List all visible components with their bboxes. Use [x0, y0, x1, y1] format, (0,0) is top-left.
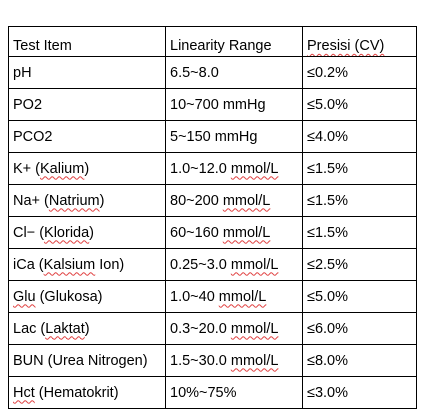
table-row: Na+ (Natrium) 80~200 mmol/L ≤1.5%: [8, 184, 417, 217]
range-value: 10~700 mmHg: [170, 96, 266, 113]
test-item-prefix: K+ (: [13, 160, 40, 177]
cell-test-item: PCO2: [8, 120, 166, 153]
test-item-term: Laktat: [45, 320, 85, 337]
cell-precision: ≤1.5%: [302, 184, 417, 217]
cell-linearity-range: 10%~75%: [165, 376, 303, 409]
test-item-prefix: iCa (: [13, 256, 44, 273]
cell-linearity-range: 0.3~20.0 mmol/L: [165, 312, 303, 345]
test-item-prefix: Cl− (: [13, 224, 45, 241]
cell-linearity-range: 10~700 mmHg: [165, 88, 303, 121]
table-row: Glu (Glukosa) 1.0~40 mmol/L ≤5.0%: [8, 280, 417, 313]
header-precision-text: Presisi (CV): [307, 38, 385, 54]
range-unit: mmol/L: [222, 224, 271, 241]
range-unit: mmol/L: [218, 288, 267, 305]
table-row: pH 6.5~8.0 ≤0.2%: [8, 56, 417, 89]
cell-test-item: iCa (Kalsium Ion): [8, 248, 166, 281]
range-value: 1.0~12.0: [170, 160, 231, 177]
range-unit: mmol/L: [230, 352, 279, 369]
cell-test-item: Lac (Laktat): [8, 312, 166, 345]
test-item-prefix: BUN (Urea Nitrogen): [13, 352, 148, 369]
cell-precision: ≤8.0%: [302, 344, 417, 377]
range-value: 10%~75%: [170, 384, 237, 401]
test-item-prefix: PCO2: [13, 128, 53, 145]
range-value: 0.25~3.0: [170, 256, 231, 273]
cell-linearity-range: 1.5~30.0 mmol/L: [165, 344, 303, 377]
range-value: 60~160: [170, 224, 223, 241]
table-row: Cl− (Klorida) 60~160 mmol/L ≤1.5%: [8, 216, 417, 249]
test-item-suffix: ): [84, 320, 90, 337]
specification-table: Test Item Linearity Range Presisi (CV) p…: [8, 26, 417, 409]
cell-test-item: pH: [8, 56, 166, 89]
test-item-term: Glu: [13, 288, 36, 305]
cell-linearity-range: 0.25~3.0 mmol/L: [165, 248, 303, 281]
cell-test-item: Cl− (Klorida): [8, 216, 166, 249]
cell-precision: ≤5.0%: [302, 88, 417, 121]
test-item-suffix: (Glukosa): [35, 288, 103, 305]
cell-test-item: Glu (Glukosa): [8, 280, 166, 313]
cell-precision: ≤3.0%: [302, 376, 417, 409]
cell-test-item: K+ (Kalium): [8, 152, 166, 185]
cell-precision: ≤4.0%: [302, 120, 417, 153]
cell-test-item: BUN (Urea Nitrogen): [8, 344, 166, 377]
table-header-row: Test Item Linearity Range Presisi (CV): [8, 26, 417, 57]
range-value: 80~200: [170, 192, 223, 209]
test-item-suffix: ): [84, 160, 90, 177]
cell-linearity-range: 5~150 mmHg: [165, 120, 303, 153]
test-item-suffix: ): [99, 192, 105, 209]
table-row: BUN (Urea Nitrogen) 1.5~30.0 mmol/L ≤8.0%: [8, 344, 417, 377]
test-item-prefix: Lac (: [13, 320, 46, 337]
cell-test-item: Na+ (Natrium): [8, 184, 166, 217]
cell-linearity-range: 1.0~12.0 mmol/L: [165, 152, 303, 185]
cell-precision: ≤1.5%: [302, 152, 417, 185]
test-item-prefix: Na+ (: [13, 192, 49, 209]
table-row: iCa (Kalsium Ion) 0.25~3.0 mmol/L ≤2.5%: [8, 248, 417, 281]
range-value: 1.0~40: [170, 288, 219, 305]
test-item-term: Kalium: [40, 160, 85, 177]
cell-linearity-range: 80~200 mmol/L: [165, 184, 303, 217]
table-row: PCO2 5~150 mmHg ≤4.0%: [8, 120, 417, 153]
cell-test-item: Hct (Hematokrit): [8, 376, 166, 409]
header-precision: Presisi (CV): [302, 26, 417, 57]
cell-precision: ≤1.5%: [302, 216, 417, 249]
range-unit: mmol/L: [230, 256, 279, 273]
header-linearity-range: Linearity Range: [165, 26, 303, 57]
table-row: Lac (Laktat) 0.3~20.0 mmol/L ≤6.0%: [8, 312, 417, 345]
cell-precision: ≤0.2%: [302, 56, 417, 89]
test-item-suffix: Ion): [95, 256, 125, 273]
range-value: 1.5~30.0: [170, 352, 231, 369]
cell-test-item: PO2: [8, 88, 166, 121]
table-row: K+ (Kalium) 1.0~12.0 mmol/L ≤1.5%: [8, 152, 417, 185]
range-unit: mmol/L: [230, 160, 279, 177]
cell-linearity-range: 6.5~8.0: [165, 56, 303, 89]
cell-linearity-range: 1.0~40 mmol/L: [165, 280, 303, 313]
cell-linearity-range: 60~160 mmol/L: [165, 216, 303, 249]
cell-precision: ≤2.5%: [302, 248, 417, 281]
table-row: Hct (Hematokrit) 10%~75% ≤3.0%: [8, 376, 417, 409]
range-unit: mmol/L: [222, 192, 271, 209]
range-value: 6.5~8.0: [170, 64, 219, 81]
test-item-suffix: (Hematokrit): [34, 384, 119, 401]
header-test-item: Test Item: [8, 26, 166, 57]
range-value: 5~150 mmHg: [170, 128, 258, 145]
test-item-term: Natrium: [48, 192, 100, 209]
range-unit: mmol/L: [230, 320, 279, 337]
test-item-prefix: PO2: [13, 96, 43, 113]
table-body: pH 6.5~8.0 ≤0.2% PO2 10~700 mmHg ≤5.0% PCO2 5~1…: [8, 56, 417, 409]
test-item-term: Klorida: [44, 224, 90, 241]
test-item-suffix: ): [89, 224, 95, 241]
cell-precision: ≤5.0%: [302, 280, 417, 313]
test-item-term: Hct: [13, 384, 35, 401]
test-item-term: Kalsium: [43, 256, 96, 273]
cell-precision: ≤6.0%: [302, 312, 417, 345]
range-value: 0.3~20.0: [170, 320, 231, 337]
table-row: PO2 10~700 mmHg ≤5.0%: [8, 88, 417, 121]
test-item-prefix: pH: [13, 64, 32, 81]
